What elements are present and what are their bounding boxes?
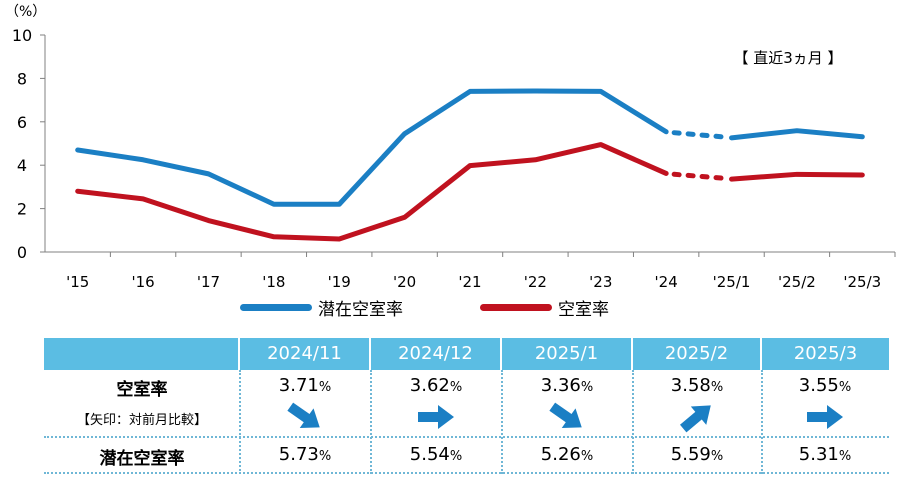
legend-swatch-vacancy: [480, 303, 552, 311]
y-tick-label: 8: [17, 69, 27, 88]
series-line-potential: [75, 88, 669, 207]
x-tick-label: '23: [589, 273, 612, 291]
arrow-flat-shape: [418, 405, 454, 429]
potential-value-number: 5.54: [409, 444, 450, 465]
arrow-up-shape: [679, 405, 711, 433]
row-label-potential: 潜在空室率: [99, 449, 185, 469]
row-label-arrow-note: 【矢印：対前月比較】: [76, 413, 207, 428]
series-dotted-connector: [671, 171, 727, 181]
potential-value: 5.54%: [371, 444, 501, 465]
percent-sign: %: [449, 380, 463, 395]
row-divider: [44, 472, 889, 474]
header-month-5: 2025/3: [793, 343, 858, 364]
trend-arrow-icon: [418, 405, 454, 429]
potential-value: 5.31%: [760, 444, 890, 465]
series-line-vacancy: [75, 142, 669, 242]
vacancy-value-number: 3.71: [278, 375, 319, 396]
x-tick-label: '22: [524, 273, 547, 291]
header-month-4: 2025/2: [664, 343, 729, 364]
legend-label-potential: 潜在空室率: [318, 299, 403, 320]
column-divider: [239, 370, 241, 474]
potential-value: 5.73%: [240, 444, 370, 465]
percent-sign: %: [580, 449, 594, 464]
header-month-2: 2024/12: [398, 343, 473, 364]
series-line-potential-recent: [729, 128, 865, 141]
percent-sign: %: [710, 380, 724, 395]
trend-arrow-icon: [287, 402, 320, 428]
potential-value-number: 5.31: [798, 444, 839, 465]
legend-item-vacancy: 空室率: [480, 294, 609, 320]
x-tick-label: '19: [328, 273, 351, 291]
y-tick-label: 6: [17, 113, 27, 132]
trend-arrow-icon: [807, 405, 843, 429]
percent-sign: %: [580, 380, 594, 395]
x-tick-label: '21: [458, 273, 481, 291]
vacancy-value: 3.62%: [371, 375, 501, 396]
column-divider: [370, 370, 372, 474]
recent-3-months-note: 【 直近3ヵ月 】: [733, 49, 842, 67]
percent-sign: %: [838, 449, 852, 464]
legend-item-potential: 潜在空室率: [240, 294, 403, 320]
x-tick-label: '25/1: [713, 273, 751, 291]
arrow-flat-shape: [807, 405, 843, 429]
y-unit-label: （%）: [5, 4, 46, 20]
column-divider: [761, 370, 763, 474]
column-divider: [632, 370, 634, 474]
potential-value-number: 5.59: [670, 444, 711, 465]
legend-label-vacancy: 空室率: [558, 299, 609, 320]
header-month-1: 2024/11: [267, 343, 342, 364]
arrow-down-shape: [549, 402, 582, 428]
y-tick-label: 2: [17, 200, 27, 219]
chart-legend: 潜在空室率 空室率: [0, 294, 900, 320]
x-tick-label: '20: [393, 273, 416, 291]
column-divider: [501, 370, 503, 474]
series-dotted-connector: [671, 130, 727, 140]
x-tick-label: '25/3: [843, 273, 881, 291]
table-header-row: 2024/11 2024/12 2025/1 2025/2 2025/3: [44, 338, 889, 370]
percent-sign: %: [318, 449, 332, 464]
row-divider: [44, 436, 889, 438]
vacancy-value-number: 3.58: [670, 375, 711, 396]
arrow-down-shape: [287, 402, 320, 428]
series-line-vacancy-recent: [729, 171, 865, 182]
vacancy-value: 3.55%: [760, 375, 890, 396]
vacancy-value: 3.71%: [240, 375, 370, 396]
x-tick-label: '24: [655, 273, 678, 291]
potential-value-number: 5.73: [278, 444, 319, 465]
trend-arrow-icon: [549, 402, 582, 428]
vacancy-value-number: 3.55: [798, 375, 839, 396]
vacancy-value: 3.58%: [632, 375, 762, 396]
x-tick-label: '18: [262, 273, 285, 291]
x-tick-label: '25/2: [778, 273, 816, 291]
vacancy-value: 3.36%: [502, 375, 632, 396]
percent-sign: %: [318, 380, 332, 395]
legend-swatch-potential: [240, 303, 312, 311]
header-month-3: 2025/1: [534, 343, 599, 364]
x-tick-label: '17: [197, 273, 220, 291]
row-label-vacancy: 空室率: [116, 380, 168, 400]
monthly-vacancy-table: 2024/11 2024/12 2025/1 2025/2 2025/3 空室率…: [44, 338, 889, 474]
x-tick-label: '15: [66, 273, 89, 291]
vacancy-rate-line-chart: 0 2 4 6 8 10 （%） '15 '16 '17 '18 '19 '20 '21 '22 '23 '24…: [5, 4, 896, 291]
percent-sign: %: [710, 449, 724, 464]
y-tick-label: 4: [17, 156, 27, 175]
trend-arrow-icon: [679, 405, 711, 433]
potential-value: 5.59%: [632, 444, 762, 465]
y-tick-label: 0: [17, 243, 27, 262]
potential-value: 5.26%: [502, 444, 632, 465]
vacancy-value-number: 3.62: [409, 375, 450, 396]
y-tick-label: 10: [12, 26, 32, 45]
percent-sign: %: [838, 380, 852, 395]
vacancy-value-number: 3.36: [540, 375, 581, 396]
percent-sign: %: [449, 449, 463, 464]
x-tick-label: '16: [131, 273, 154, 291]
potential-value-number: 5.26: [540, 444, 581, 465]
